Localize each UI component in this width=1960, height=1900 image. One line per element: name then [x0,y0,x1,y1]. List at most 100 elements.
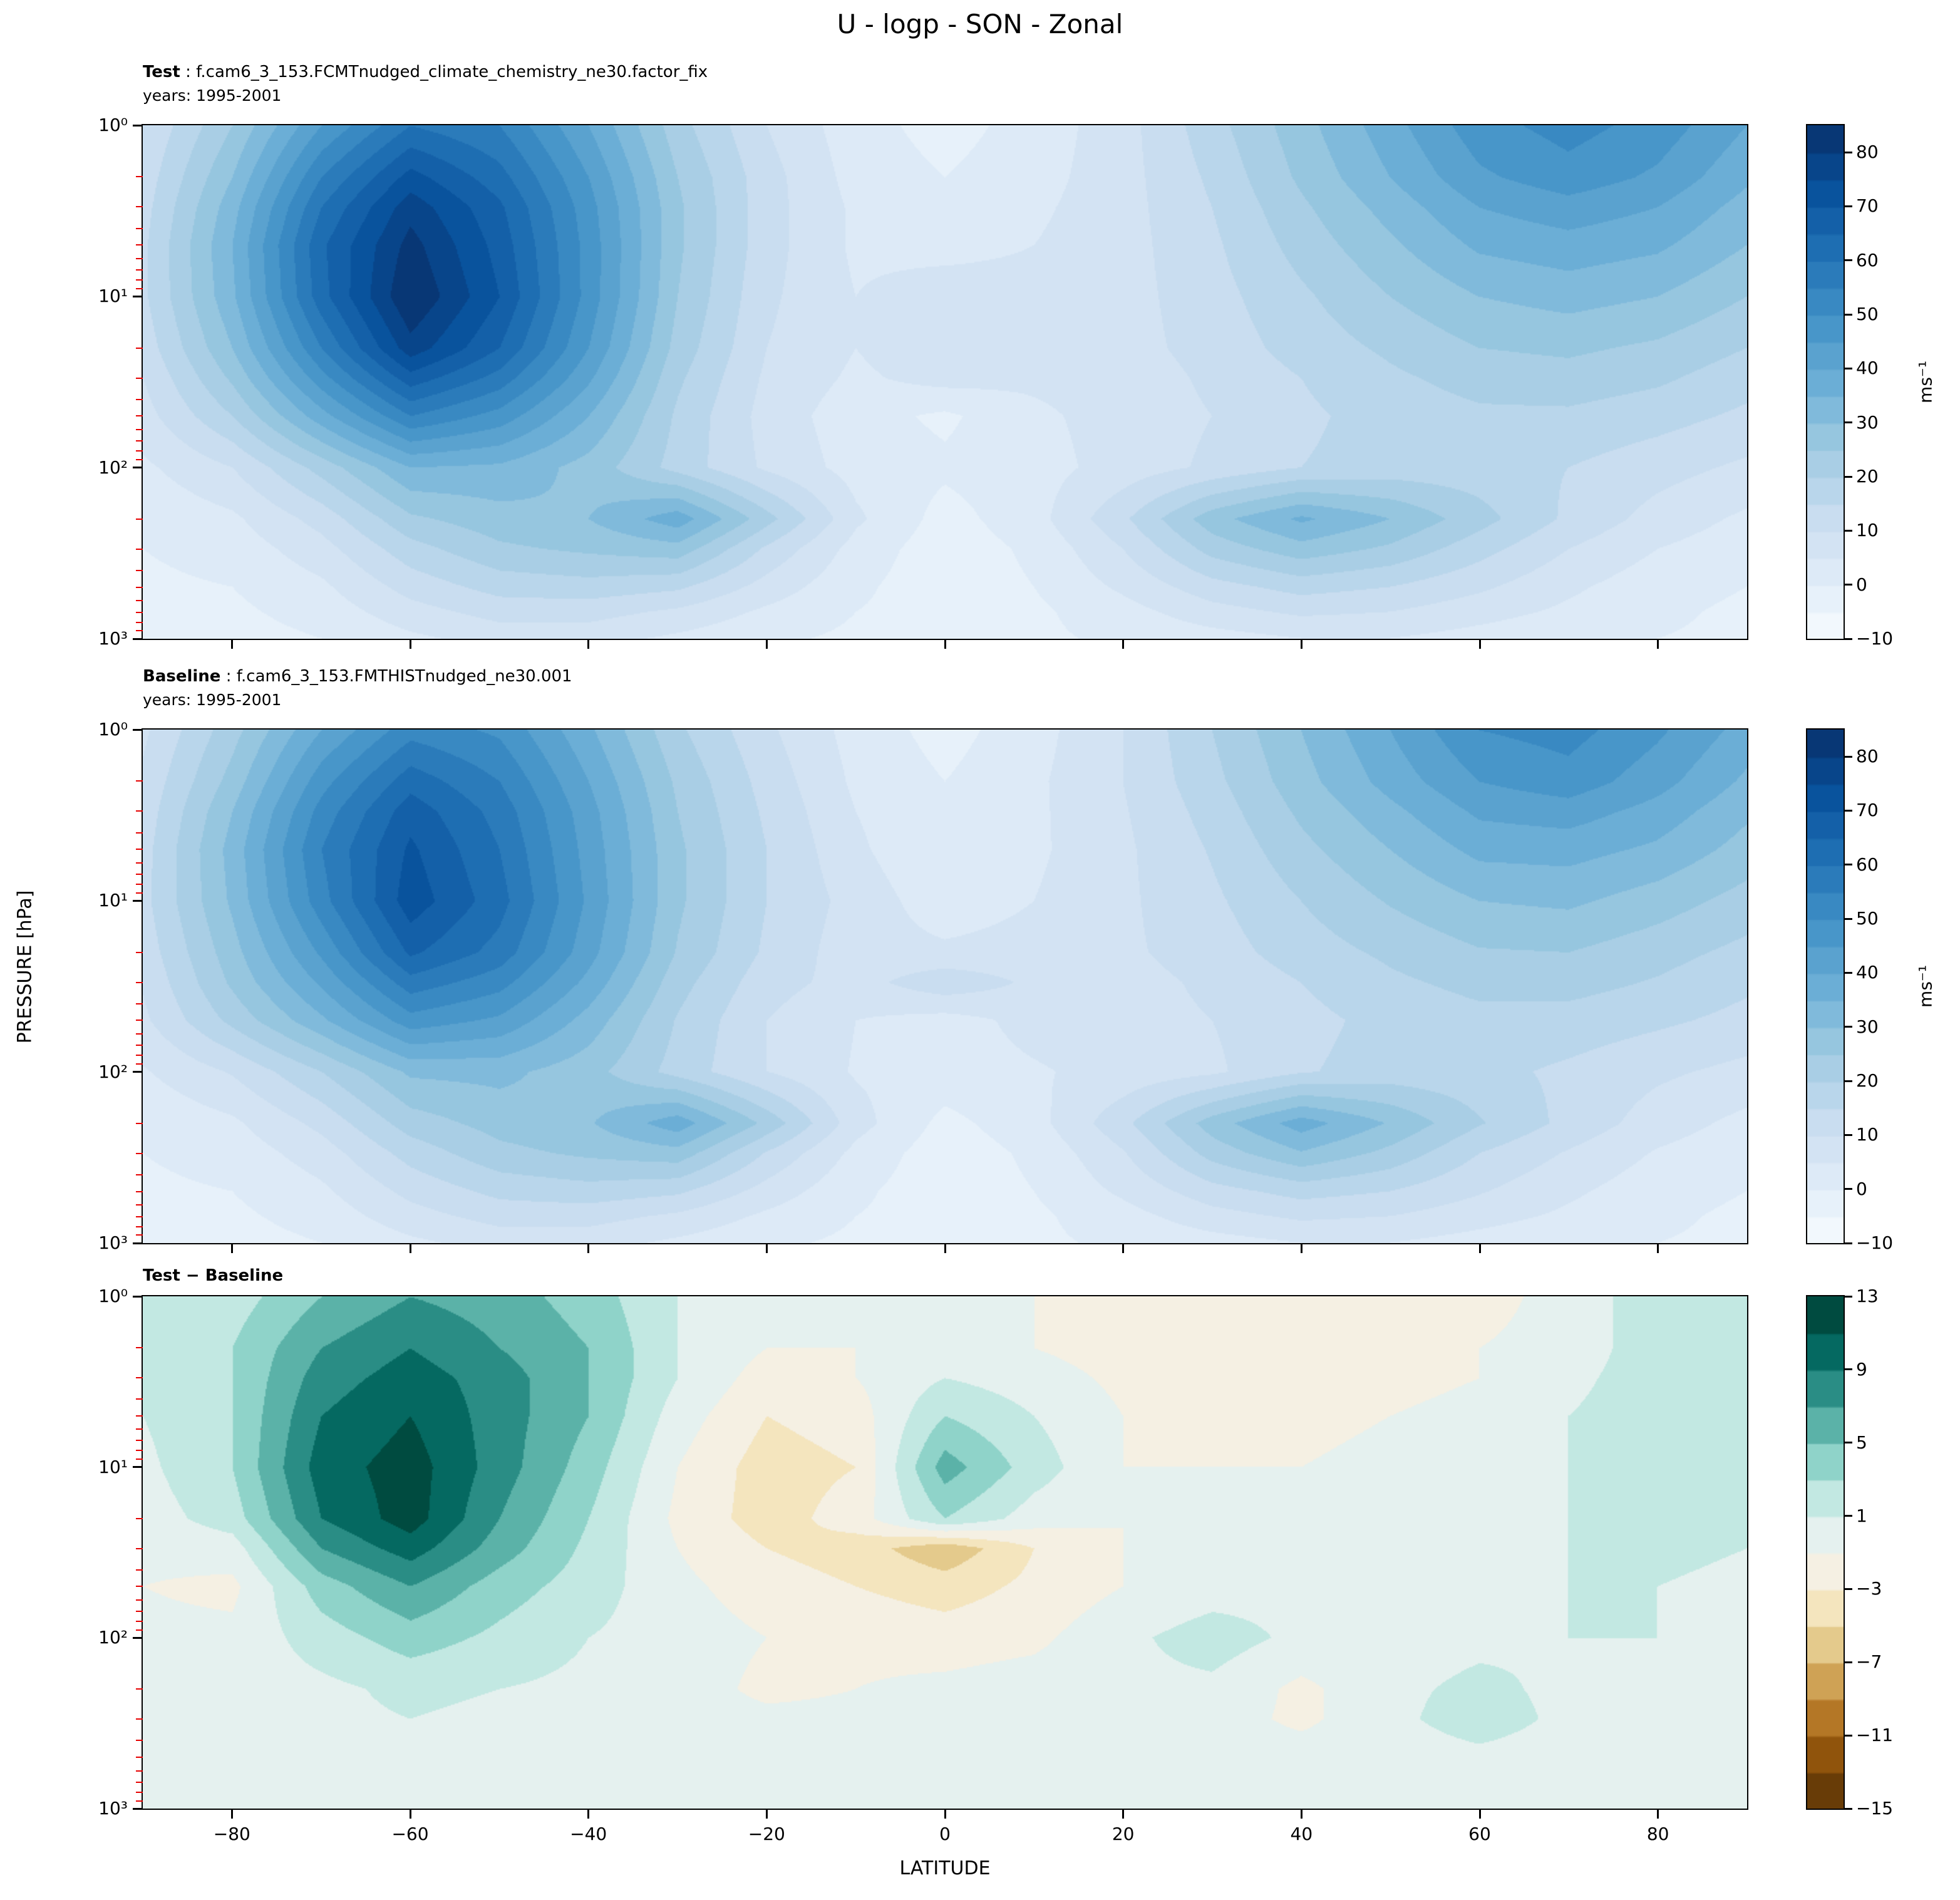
x-tick [409,1810,411,1819]
colorbar-tick-label: −11 [1856,1725,1894,1746]
x-tick-label: 80 [1646,1824,1669,1844]
colorbar-tick [1845,1588,1852,1590]
y-tick-label: 10³ [98,628,128,649]
y-minor-tick-red [136,1190,143,1192]
y-minor-tick-red [136,1063,143,1065]
colorbar-tick-label: 13 [1856,1286,1879,1306]
y-major-tick [133,295,143,297]
colorbar-tick [1845,1442,1852,1444]
y-major-tick [133,1636,143,1639]
colorbar-tick [1845,1133,1852,1136]
y-tick-label: 10¹ [98,286,128,307]
y-minor-tick-red [136,1611,143,1613]
y-minor-tick-red [136,951,143,953]
y-tick-label: 10³ [98,1232,128,1253]
y-minor-tick-red [136,347,143,349]
y-minor-tick-red [136,611,143,613]
y-minor-tick-red [136,459,143,461]
colorbar-tick-label: 50 [1856,908,1879,929]
colorbar-tick [1845,151,1852,153]
x-tick [765,1244,768,1253]
colorbar-tick-label: 1 [1856,1505,1867,1526]
y-minor-tick-red [136,1377,143,1379]
colorbar-tick-label: 30 [1856,1016,1879,1037]
x-tick [409,1244,411,1253]
y-minor-tick-red [136,1055,143,1056]
y-minor-tick-red [136,1347,143,1349]
y-minor-tick-red [136,883,143,885]
y-minor-tick-red [136,1800,143,1802]
y-minor-tick-red [136,1020,143,1021]
x-tick [1478,640,1481,649]
y-minor-tick-red [136,1718,143,1720]
x-tick [944,640,946,649]
y-minor-tick-red [136,621,143,623]
figure-title: U - logp - SON - Zonal [837,9,1123,39]
contour-plot-test [142,124,1748,640]
colorbar-tick-label: 50 [1856,304,1879,325]
y-major-tick [133,899,143,902]
y-minor-tick-red [136,780,143,782]
x-tick [409,640,411,649]
colorbar-canvas-baseline [1807,730,1844,1243]
colorbar-tick-label: 70 [1856,195,1879,217]
y-minor-tick-red [136,1033,143,1035]
y-minor-tick-red [136,176,143,178]
x-axis-label: LATITUDE [899,1857,991,1879]
y-tick-label: 10⁰ [98,115,128,135]
y-minor-tick-red [136,849,143,850]
colorbar-tick [1845,1807,1852,1810]
y-minor-tick-red [136,257,143,259]
colorbar-tick [1845,529,1852,532]
x-tick-label: −80 [213,1824,250,1844]
y-axis-label: PRESSURE [hPa] [14,890,36,1044]
y-minor-tick-red [136,518,143,520]
y-minor-tick-red [136,630,143,632]
panel-baseline-header: Baseline : f.cam6_3_153.FMTHISTnudged_ne… [143,667,572,686]
y-minor-tick-red [136,1569,143,1571]
x-tick [1657,1244,1659,1253]
contour-canvas-test [143,125,1747,639]
y-minor-tick-red [136,1770,143,1772]
colorbar-tick [1845,755,1852,758]
y-minor-tick-red [136,1459,143,1460]
panel-baseline-years: years: 1995-2001 [143,691,282,709]
contour-canvas-diff [143,1296,1747,1809]
panel-test-label: Test [143,63,180,81]
x-tick [1300,1244,1302,1253]
colorbar-tick-label: −10 [1856,1232,1894,1253]
y-minor-tick-red [136,586,143,588]
x-tick [1300,640,1302,649]
y-minor-tick-red [136,832,143,834]
y-minor-tick-red [136,1450,143,1452]
colorbar-tick [1845,809,1852,812]
colorbar-tick-label: 80 [1856,746,1879,767]
colorbar-tick-label: 0 [1856,1178,1867,1199]
y-minor-tick-red [136,1586,143,1588]
y-minor-tick-red [136,600,143,602]
colorbar-tick-label: 10 [1856,520,1879,541]
y-minor-tick-red [136,450,143,452]
y-major-tick [133,1295,143,1298]
x-tick-label: 0 [939,1824,951,1844]
y-minor-tick-red [136,549,143,550]
y-minor-tick-red [136,1204,143,1206]
y-minor-tick-red [136,1428,143,1430]
y-major-tick [133,467,143,469]
colorbar-canvas-diff [1807,1296,1844,1809]
colorbar-tick [1845,421,1852,424]
x-tick [765,640,768,649]
y-minor-tick-red [136,1688,143,1690]
colorbar-tick-label: 20 [1856,1070,1879,1092]
y-minor-tick-red [136,1216,143,1217]
y-minor-tick-red [136,873,143,875]
y-minor-tick-red [136,1620,143,1622]
y-minor-tick-red [136,1740,143,1742]
colorbar-tick-label: 40 [1856,962,1879,983]
contour-canvas-baseline [143,730,1747,1243]
y-minor-tick-red [136,398,143,400]
x-tick [1478,1810,1481,1819]
y-tick-label: 10⁰ [98,1286,128,1306]
y-minor-tick-red [136,1547,143,1549]
panel-baseline-case: : f.cam6_3_153.FMTHISTnudged_ne30.001 [220,667,572,686]
